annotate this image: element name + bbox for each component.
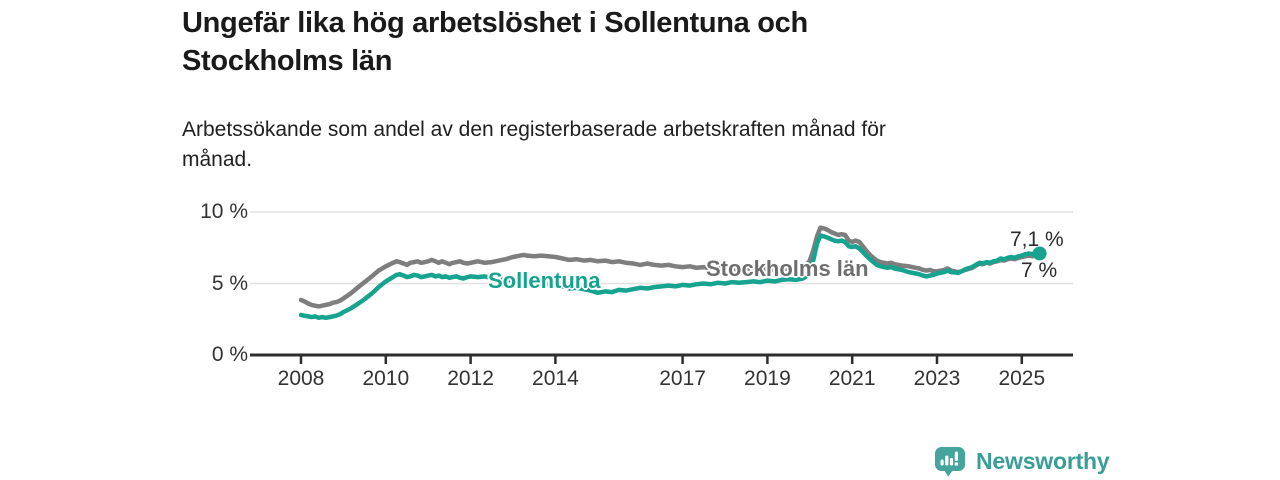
y-axis-label: 10 % <box>200 200 248 223</box>
x-axis-label: 2023 <box>913 367 961 390</box>
bar-chart-speech-bubble-icon <box>935 447 965 477</box>
title-line-2: Stockholms län <box>182 45 393 77</box>
series-label-sollentuna: Sollentuna <box>488 268 601 293</box>
chart-subtitle: Arbetssökande som andel av den registerb… <box>182 115 1062 175</box>
x-axis-label: 2014 <box>532 367 579 390</box>
series-line-stockholms-l-n <box>298 225 1042 309</box>
series-label-stockholms-l-n: Stockholms län <box>706 256 869 281</box>
series-end-value: 7 % <box>1021 259 1058 282</box>
page-title: Ungefär lika hög arbetslöshet i Sollentu… <box>182 4 1042 80</box>
x-axis-label: 2008 <box>277 367 325 390</box>
x-axis-label: 2025 <box>998 367 1046 390</box>
x-axis-label: 2012 <box>447 367 494 390</box>
x-axis-label: 2010 <box>362 367 410 390</box>
y-axis-label: 5 % <box>211 271 248 295</box>
subtitle-line-2: månad. <box>182 148 253 171</box>
newsworthy-wordmark: Newsworthy <box>976 448 1110 474</box>
x-axis-label: 2019 <box>744 367 791 390</box>
series-end-value: 7,1 % <box>1010 228 1064 251</box>
x-axis-label: 2017 <box>659 367 706 390</box>
x-axis-label: 2021 <box>828 367 876 390</box>
y-axis-label: 0 % <box>211 343 248 366</box>
series-line-sollentuna <box>298 233 1042 321</box>
subtitle-line-1: Arbetssökande som andel av den registerb… <box>182 118 886 141</box>
title-line-1: Ungefär lika hög arbetslöshet i Sollentu… <box>182 7 808 39</box>
newsworthy-logo[interactable]: Newsworthy <box>934 446 1110 477</box>
series-end-dot <box>1032 246 1047 261</box>
